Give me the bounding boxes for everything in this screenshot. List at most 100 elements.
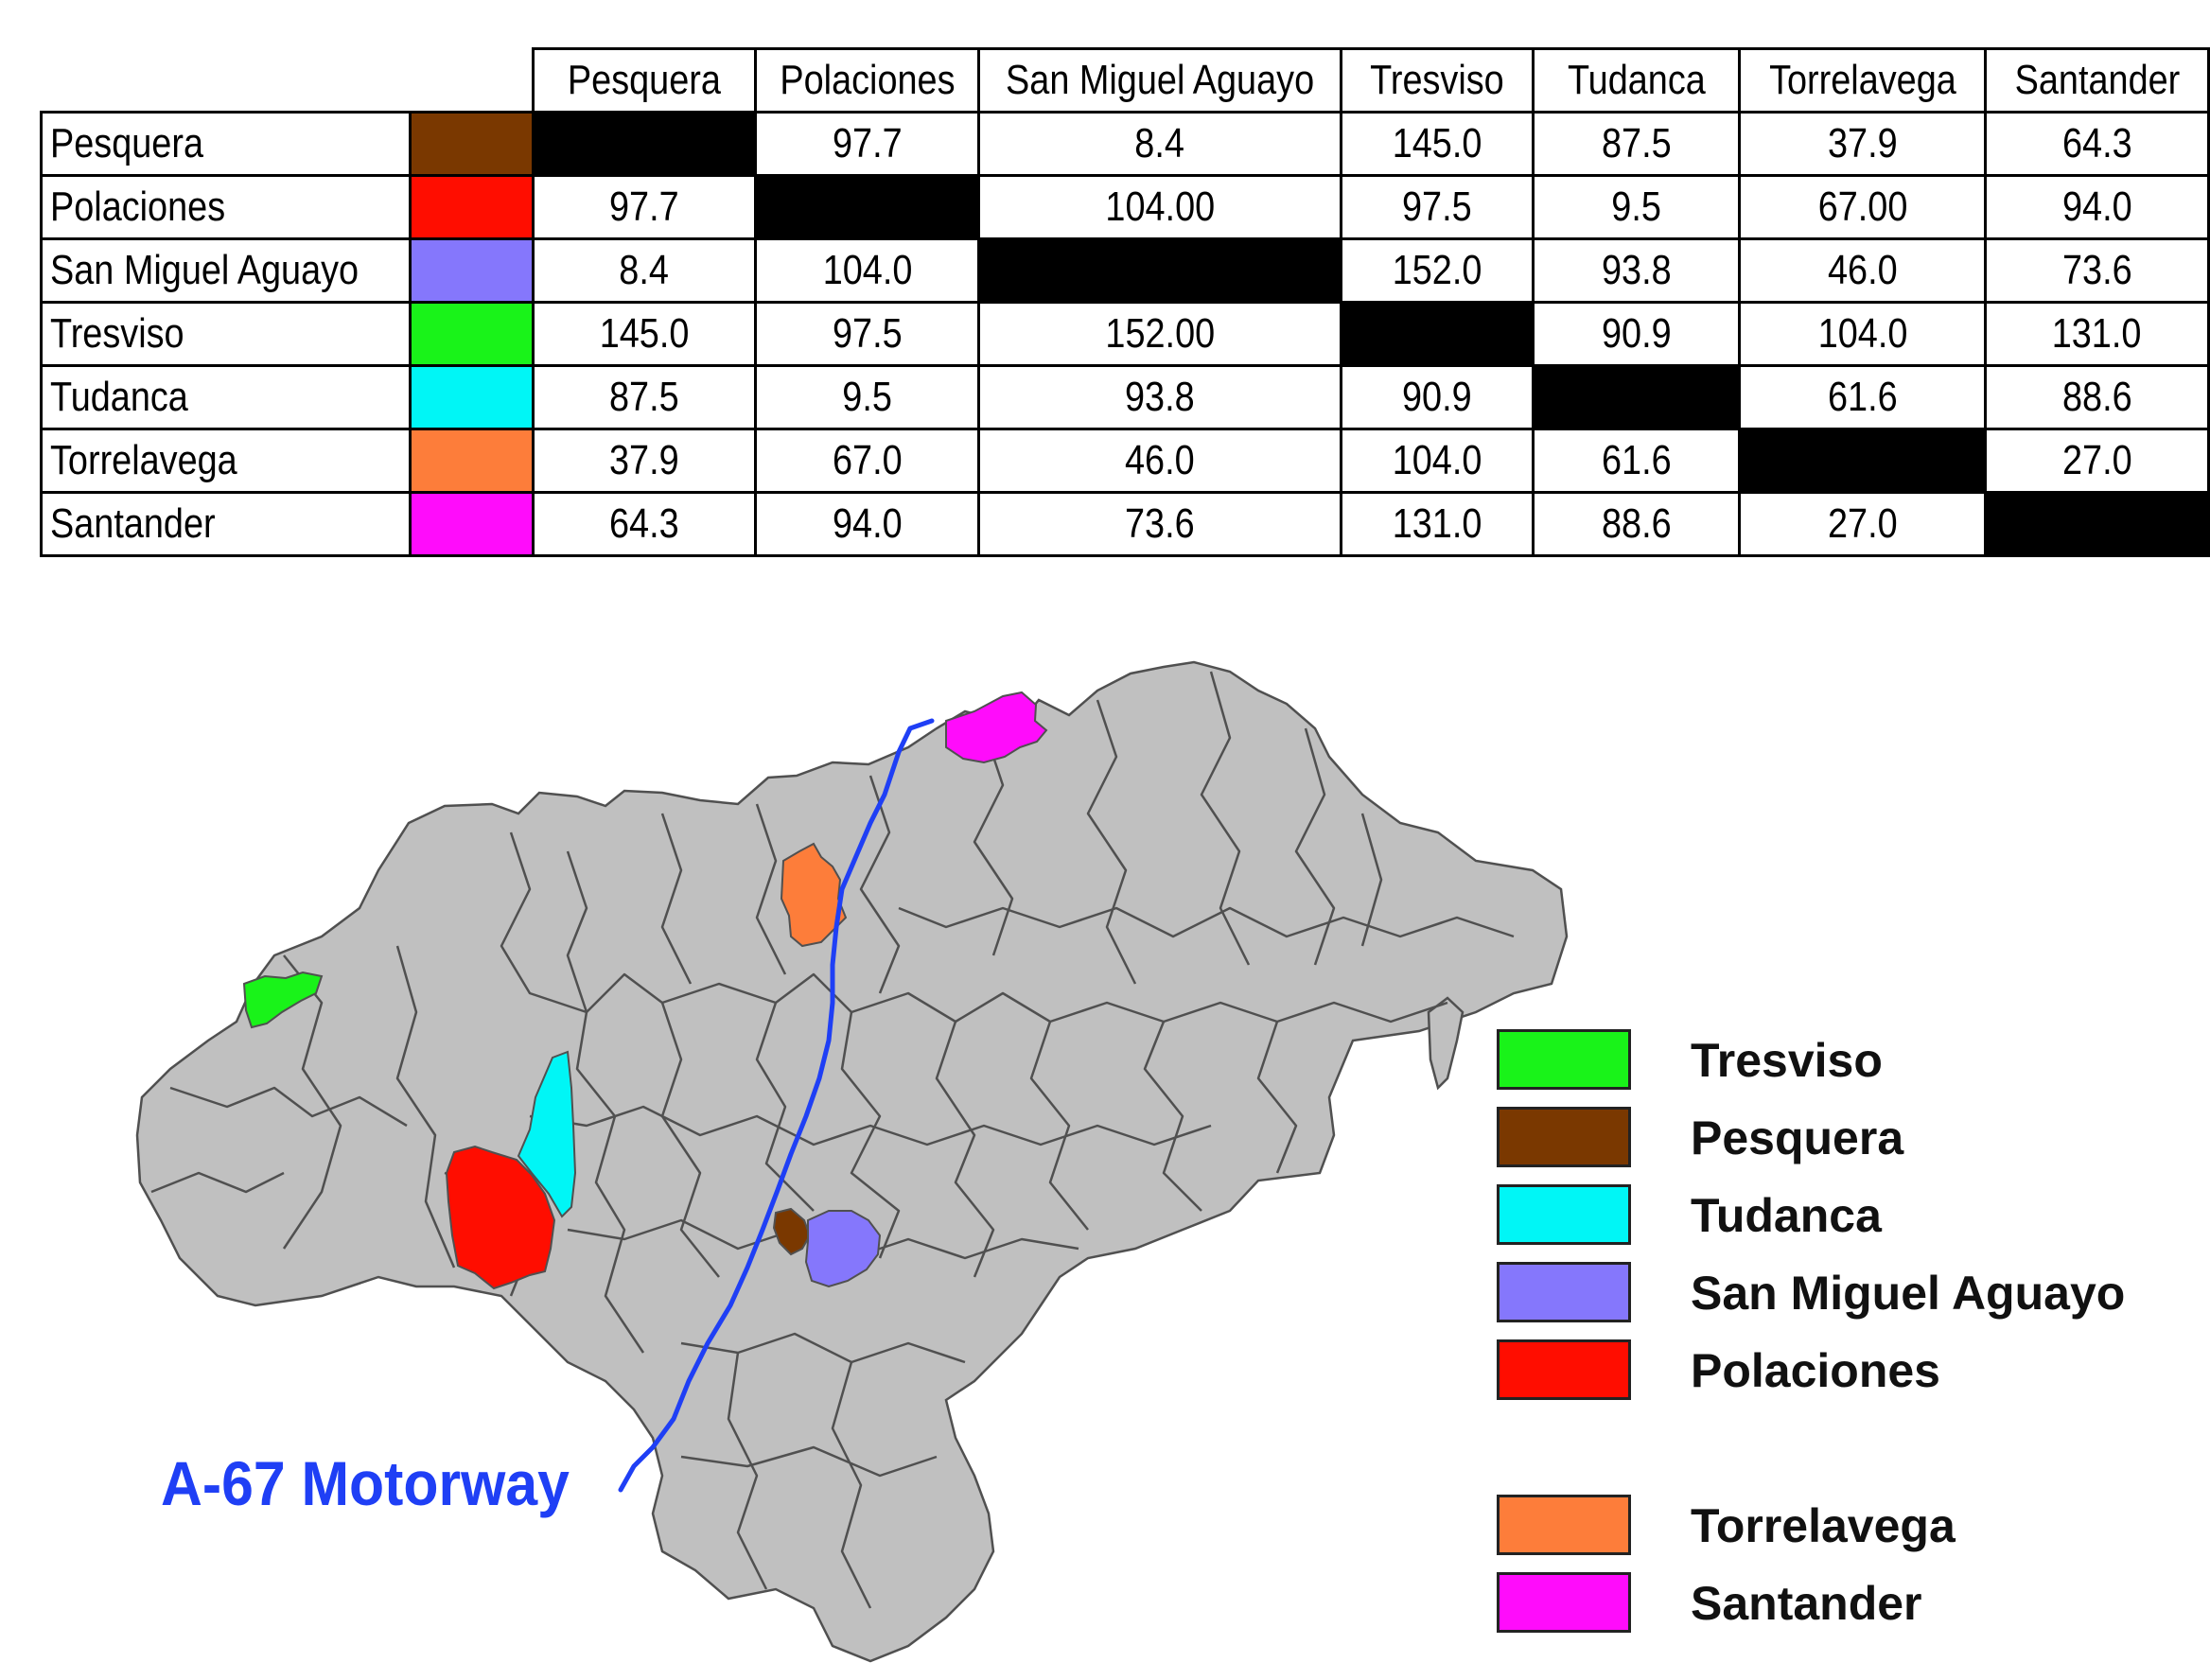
highlighted-municipalities (242, 691, 1048, 1290)
distance-cell: 88.6 (1532, 491, 1742, 557)
table-corner (75, 48, 500, 114)
row-label: Tresviso (39, 301, 411, 367)
legend-swatch (1497, 1339, 1631, 1400)
distance-value: 61.6 (1827, 374, 1898, 420)
distance-cell: 93.8 (1532, 237, 1742, 304)
legend-label: Tudanca (1691, 1189, 1882, 1242)
distance-value: 104.0 (822, 247, 913, 293)
distance-cell: 9.5 (754, 364, 981, 430)
distance-cell: 61.6 (1738, 364, 1988, 430)
row-label-text: Torrelavega (50, 437, 237, 483)
municipality-polaciones (445, 1145, 556, 1290)
distance-value: 8.4 (619, 247, 670, 293)
distance-value: 88.6 (1601, 500, 1672, 547)
eastern-islet (1427, 996, 1465, 1091)
distance-value: 131.0 (2052, 310, 2142, 357)
legend-item-tresviso: Tresviso (1497, 1029, 2178, 1095)
row-label: Santander (39, 491, 411, 557)
table-row: Tudanca 87.5 9.5 93.8 90.9 61.6 88.6 (39, 364, 2210, 430)
table-body: Pesquera 97.7 8.4 145.0 87.5 37.9 64.3 Polacion… (39, 111, 2210, 557)
row-label: Pesquera (39, 111, 411, 177)
distance-value: 145.0 (599, 310, 690, 357)
row-label: Torrelavega (39, 428, 411, 494)
legend-swatch (1497, 1262, 1631, 1322)
legend-swatch (1497, 1184, 1631, 1245)
column-header: Torrelavega (1755, 47, 1970, 114)
distance-cell: 104.00 (977, 174, 1342, 240)
distance-value: 37.9 (609, 437, 679, 483)
row-color-swatch (409, 428, 535, 494)
distance-value: 152.00 (1105, 310, 1215, 357)
distance-value: 94.0 (2061, 184, 2132, 230)
distance-cell: 27.0 (1738, 491, 1988, 557)
table-row: Pesquera 97.7 8.4 145.0 87.5 37.9 64.3 (39, 111, 2210, 177)
distance-cell: 97.5 (1339, 174, 1535, 240)
distance-value: 9.5 (842, 374, 893, 420)
row-color-swatch (409, 301, 535, 367)
distance-cell: 61.6 (1532, 428, 1742, 494)
legend-swatch (1497, 1029, 1631, 1090)
municipality-tresviso (242, 971, 324, 1029)
distance-value: 73.6 (1125, 500, 1195, 547)
table-header-row: Pesquera Polaciones San Miguel Aguayo Tr… (42, 47, 2209, 114)
distance-cell: 87.5 (531, 364, 758, 430)
legend-label: Pesquera (1691, 1111, 1904, 1164)
distance-cell: 152.0 (1339, 237, 1535, 304)
distance-cell: 8.4 (977, 111, 1342, 177)
distance-value: 94.0 (833, 500, 903, 547)
distance-cell: 73.6 (977, 491, 1342, 557)
row-color-swatch (409, 237, 535, 304)
distance-value: 90.9 (1402, 374, 1472, 420)
distance-cell: 67.0 (754, 428, 981, 494)
legend-label: Polaciones (1691, 1344, 1940, 1397)
row-color-swatch (409, 364, 535, 430)
municipality-tudanca (517, 1050, 577, 1218)
distance-cell: 88.6 (1984, 364, 2210, 430)
distance-value: 9.5 (1611, 184, 1662, 230)
distance-cell: 97.7 (531, 174, 758, 240)
distance-table: Pesquera Polaciones San Miguel Aguayo Tr… (39, 47, 2210, 557)
distance-cell: 73.6 (1984, 237, 2210, 304)
distance-cell: 93.8 (977, 364, 1342, 430)
row-color-swatch (409, 491, 535, 557)
distance-cell: 104.0 (1738, 301, 1988, 367)
distance-value: 46.0 (1125, 437, 1195, 483)
distance-cell: 64.3 (531, 491, 758, 557)
legend-swatch (1497, 1495, 1631, 1555)
distance-value: 64.3 (609, 500, 679, 547)
distance-value: 152.0 (1392, 247, 1482, 293)
distance-cell: 131.0 (1984, 301, 2210, 367)
legend-swatch (1497, 1572, 1631, 1633)
a67-motorway-line (618, 718, 935, 1493)
municipality-santander (945, 691, 1048, 764)
distance-cell: 8.4 (531, 237, 758, 304)
distance-value: 104.0 (1392, 437, 1482, 483)
column-header: San Miguel Aguayo (1003, 47, 1317, 114)
distance-cell: 152.00 (977, 301, 1342, 367)
column-header: Santander (1999, 47, 2195, 114)
table-row: Santander 64.3 94.0 73.6 131.0 88.6 27.0 (39, 491, 2210, 557)
distance-cell: 27.0 (1984, 428, 2210, 494)
distance-value: 104.0 (1817, 310, 1907, 357)
row-label: Tudanca (39, 364, 411, 430)
distance-value: 73.6 (2061, 247, 2132, 293)
row-label-text: Tudanca (50, 374, 188, 420)
row-color-swatch (409, 111, 535, 177)
diagonal-cell (977, 237, 1342, 304)
diagonal-cell (1984, 491, 2210, 557)
distance-cell: 104.0 (754, 237, 981, 304)
distance-cell: 9.5 (1532, 174, 1742, 240)
distance-value: 145.0 (1392, 120, 1482, 166)
legend-item-tudanca: Tudanca (1497, 1184, 2178, 1251)
distance-cell: 94.0 (1984, 174, 2210, 240)
row-label-text: San Miguel Aguayo (50, 247, 360, 293)
distance-cell: 131.0 (1339, 491, 1535, 557)
distance-value: 97.7 (609, 184, 679, 230)
diagonal-cell (754, 174, 981, 240)
distance-value: 90.9 (1601, 310, 1672, 357)
distance-cell: 87.5 (1532, 111, 1742, 177)
row-label-text: Tresviso (50, 310, 184, 357)
distance-value: 87.5 (609, 374, 679, 420)
distance-cell: 97.7 (754, 111, 981, 177)
